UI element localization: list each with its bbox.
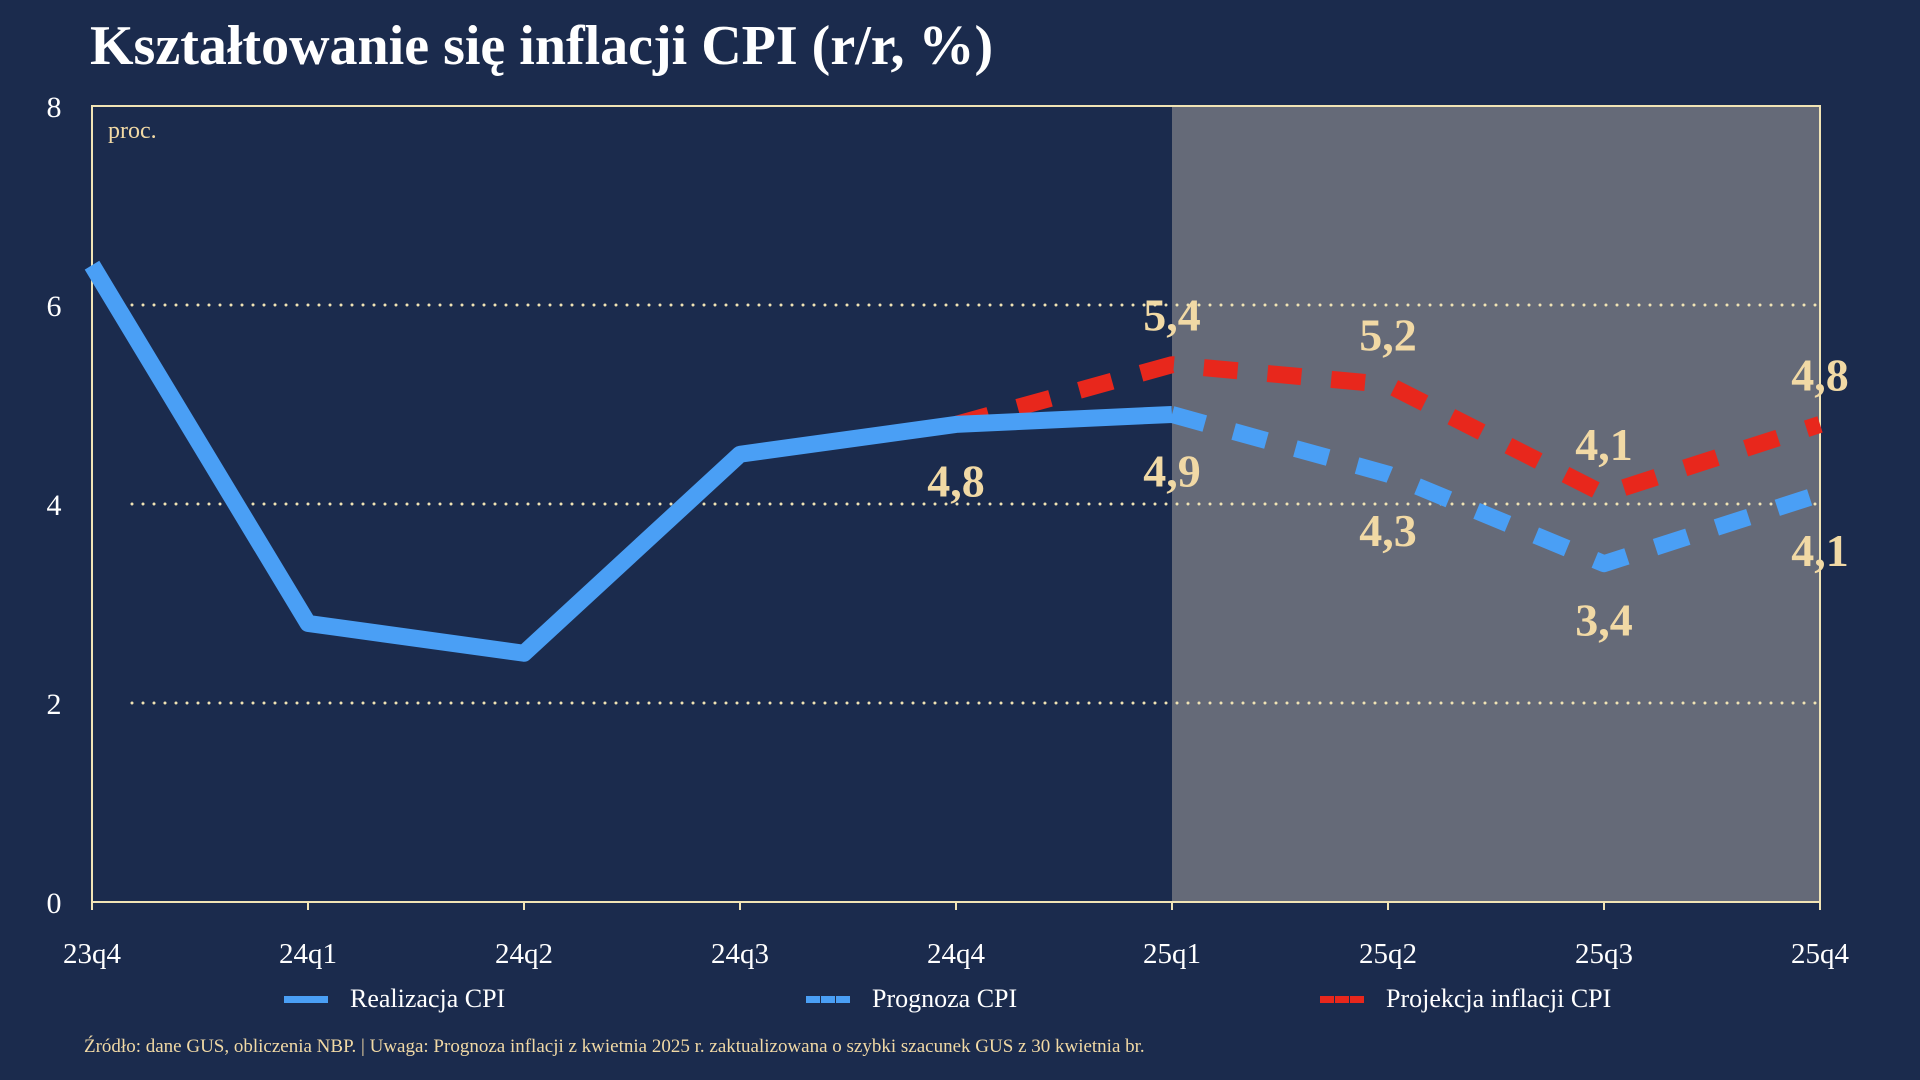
x-tick-label: 25q2 xyxy=(1359,938,1417,970)
legend-item-realization: Realizacja CPI xyxy=(284,984,505,1014)
y-unit-label: proc. xyxy=(108,118,157,144)
legend-swatch-projection xyxy=(1320,995,1364,1003)
data-label: 4,1 xyxy=(1791,525,1849,576)
series-line-forecast xyxy=(1169,406,1823,573)
y-tick-label: 6 xyxy=(47,290,62,323)
x-tick-label: 24q2 xyxy=(495,938,553,970)
legend-label-realization: Realizacja CPI xyxy=(350,984,506,1013)
x-tick-label: 24q4 xyxy=(927,938,986,970)
legend-item-projection: Projekcja inflacji CPI xyxy=(1320,984,1611,1014)
chart-title: Kształtowanie się inflacji CPI (r/r, %) xyxy=(90,15,994,77)
y-tick-label: 8 xyxy=(47,91,62,124)
legend-item-forecast: Prognoza CPI xyxy=(806,984,1017,1014)
data-label: 5,4 xyxy=(1143,290,1201,341)
series-line-realization xyxy=(84,260,1173,662)
y-tick-label: 2 xyxy=(47,688,62,721)
data-label: 4,8 xyxy=(1791,349,1849,400)
data-label: 4,1 xyxy=(1575,419,1633,470)
data-label: 4,8 xyxy=(927,455,985,506)
y-tick-label: 4 xyxy=(47,489,62,522)
data-label: 3,4 xyxy=(1575,595,1633,646)
x-tick-label: 25q4 xyxy=(1791,938,1850,970)
source-footnote: Źródło: dane GUS, obliczenia NBP. | Uwag… xyxy=(84,1036,1145,1057)
x-tick-label: 25q1 xyxy=(1143,938,1201,970)
series-line-projection xyxy=(953,356,1823,503)
legend-swatch-realization xyxy=(284,995,328,1003)
legend-label-projection: Projekcja inflacji CPI xyxy=(1386,984,1612,1013)
x-tick-label: 25q3 xyxy=(1575,938,1633,970)
legend-label-forecast: Prognoza CPI xyxy=(872,984,1018,1013)
data-label: 4,3 xyxy=(1359,505,1417,556)
data-label: 5,2 xyxy=(1359,310,1417,361)
legend-swatch-forecast xyxy=(806,995,850,1003)
y-tick-label: 0 xyxy=(47,887,62,920)
data-label: 4,9 xyxy=(1143,445,1201,496)
x-tick-label: 23q4 xyxy=(63,938,122,970)
x-tick-label: 24q1 xyxy=(279,938,337,970)
x-tick-label: 24q3 xyxy=(711,938,769,970)
